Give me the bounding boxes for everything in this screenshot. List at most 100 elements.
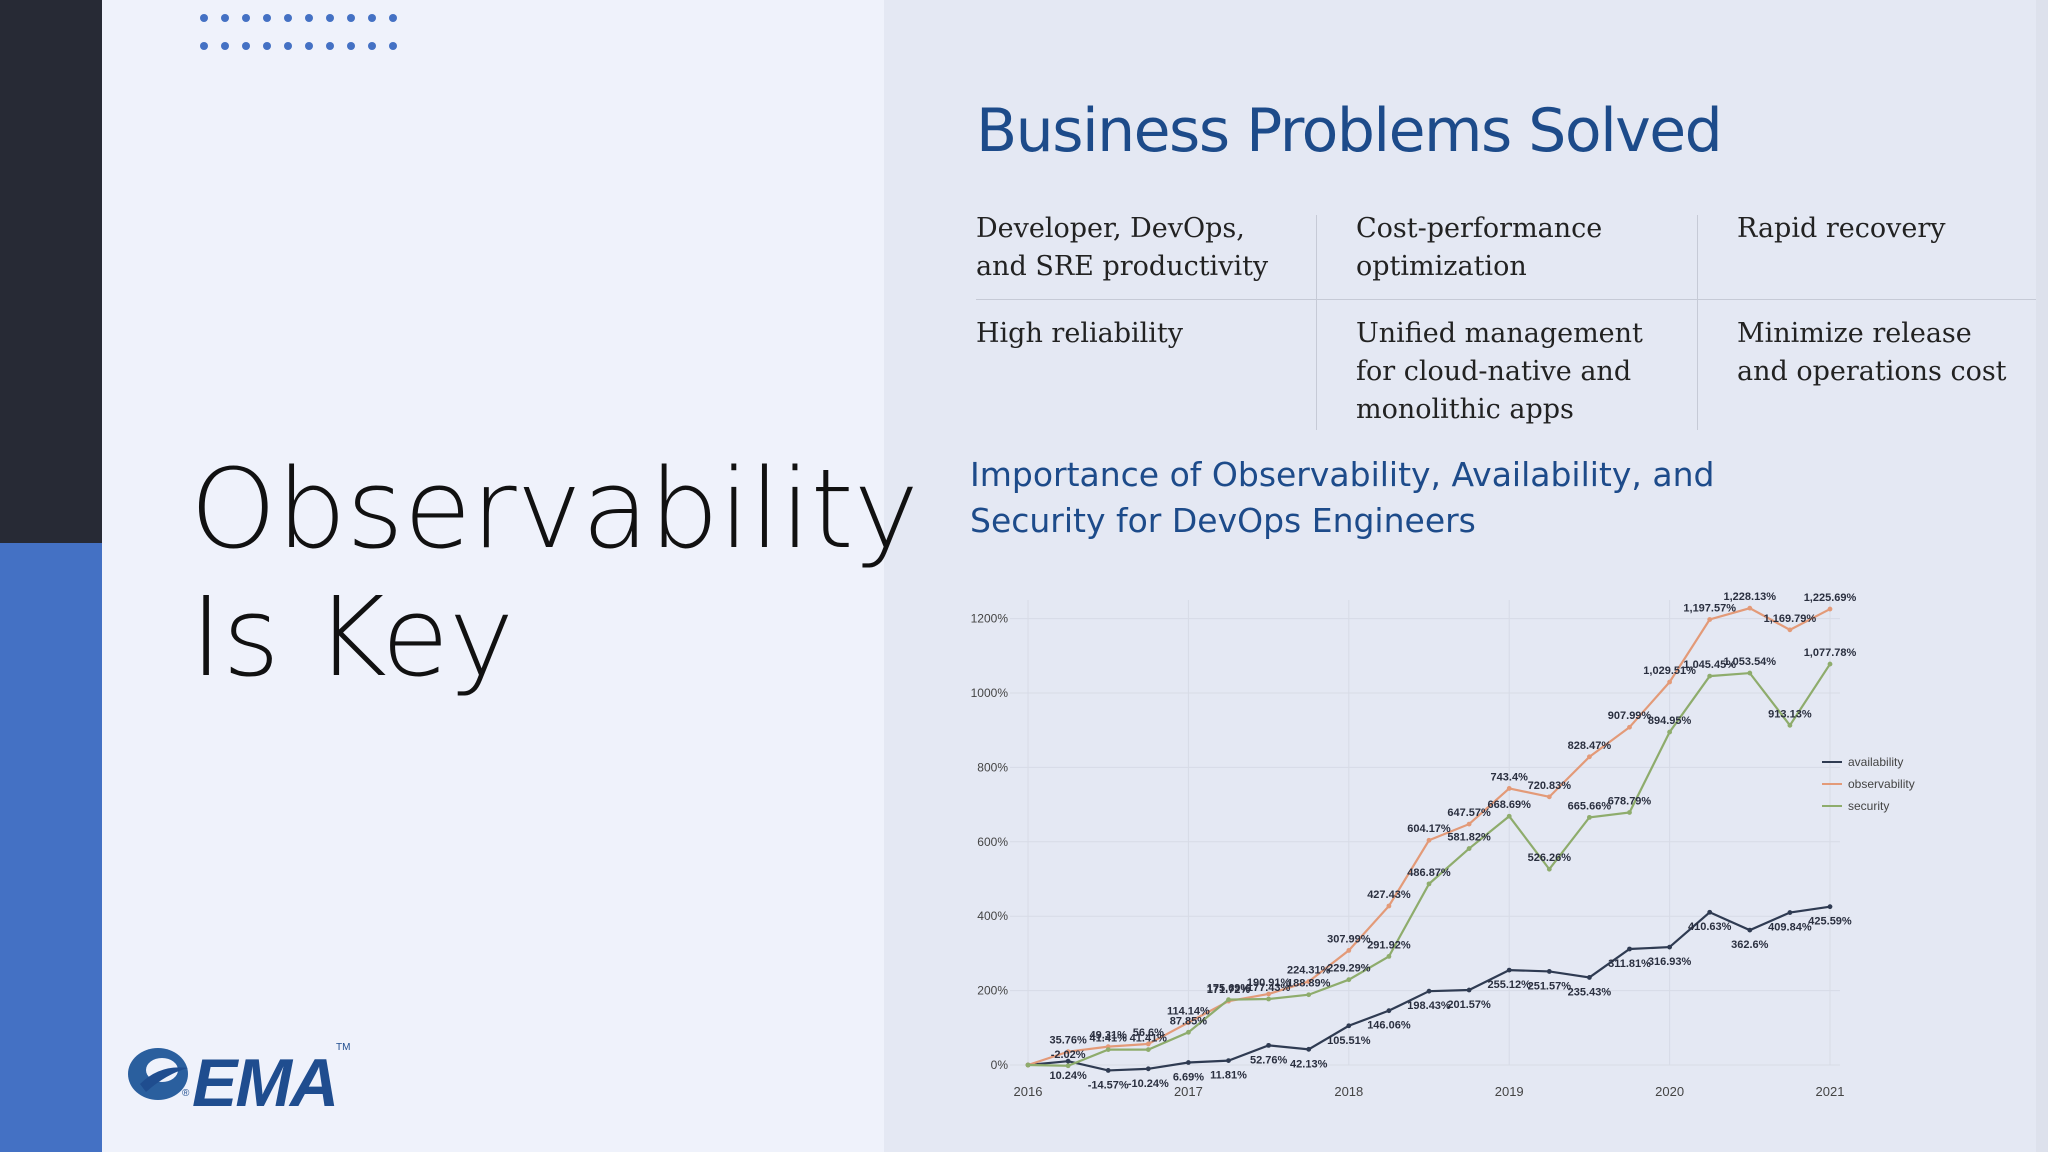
legend-label-security: security: [1848, 799, 1889, 813]
data-label-security: 87.85%: [1170, 1015, 1208, 1027]
data-point-security: [1787, 722, 1793, 728]
problem-text: Cost-performance: [1356, 213, 1603, 244]
data-label-observability: 828.47%: [1568, 740, 1612, 752]
problem-text: and SRE productivity: [976, 251, 1269, 282]
data-point-availability: [1426, 988, 1432, 994]
data-label-security: 1,053.54%: [1723, 656, 1776, 668]
y-tick-label: 1000%: [971, 686, 1009, 700]
data-label-security: 678.79%: [1608, 795, 1652, 807]
data-label-availability: 11.81%: [1210, 1070, 1247, 1082]
data-point-security: [1827, 661, 1833, 667]
data-label-security: -2.02%: [1051, 1049, 1086, 1061]
problem-cell: Cost-performance optimization: [1356, 210, 1602, 286]
problem-cell: Developer, DevOps, and SRE productivity: [976, 210, 1268, 286]
legend-label-observability: observability: [1848, 777, 1915, 791]
data-point-observability: [1667, 679, 1673, 685]
right-panel: [884, 0, 2048, 1152]
data-label-availability: 42.13%: [1290, 1058, 1328, 1070]
ema-logo: ® EMA TM: [126, 1040, 356, 1121]
data-point-security: [1226, 997, 1231, 1003]
data-point-security: [1145, 1047, 1151, 1052]
data-label-observability: 720.83%: [1528, 780, 1572, 792]
data-point-security: [1747, 670, 1753, 676]
data-label-security: 175.69%: [1207, 983, 1251, 995]
data-point-security: [1546, 866, 1552, 872]
data-label-security: 665.66%: [1568, 800, 1612, 812]
y-tick-label: 1200%: [971, 612, 1009, 626]
y-tick-label: 400%: [977, 909, 1008, 923]
data-label-observability: 647.57%: [1447, 807, 1491, 819]
data-label-availability: 52.76%: [1250, 1054, 1288, 1066]
data-label-observability: 1,225.69%: [1804, 592, 1857, 604]
problem-text: for cloud-native and: [1356, 356, 1632, 387]
business-problems-heading: Business Problems Solved: [976, 96, 1723, 166]
problem-text: monolithic apps: [1356, 394, 1574, 425]
x-tick-label: 2017: [1174, 1084, 1203, 1099]
data-point-security: [1306, 992, 1312, 998]
left-panel: [102, 0, 884, 1152]
data-label-security: 41.41%: [1130, 1033, 1168, 1045]
data-point-observability: [1346, 948, 1352, 953]
data-label-security: 581.82%: [1447, 832, 1491, 844]
data-label-availability: 255.12%: [1487, 979, 1531, 991]
data-label-observability: 1,169.79%: [1764, 613, 1817, 625]
data-point-observability: [1546, 794, 1552, 800]
data-point-availability: [1587, 975, 1592, 980]
data-point-availability: [1065, 1058, 1071, 1064]
data-label-security: 1,045.45%: [1683, 659, 1736, 671]
title-line-2: Is Key: [190, 573, 515, 701]
ema-logo-swoosh-icon: [128, 1048, 188, 1100]
data-point-security: [1065, 1063, 1071, 1069]
data-label-observability: 56.6%: [1133, 1027, 1164, 1039]
data-point-security: [1105, 1047, 1111, 1052]
data-point-security: [1466, 846, 1472, 851]
data-point-observability: [1827, 606, 1833, 612]
data-label-availability: 201.57%: [1447, 999, 1491, 1011]
slide-main-title: Observability Is Key: [190, 445, 919, 701]
data-point-observability: [1186, 1020, 1191, 1025]
data-label-availability: 425.59%: [1808, 916, 1852, 928]
x-tick-label: 2018: [1334, 1084, 1363, 1099]
data-point-observability: [1787, 627, 1793, 633]
data-label-security: 668.69%: [1487, 799, 1531, 811]
data-label-availability: 198.43%: [1407, 1000, 1451, 1012]
chart-heading-line-1: Importance of Observability, Availabilit…: [970, 455, 1715, 494]
data-point-availability: [1386, 1008, 1392, 1014]
x-tick-label: 2020: [1655, 1084, 1684, 1099]
problem-cell: High reliability: [976, 315, 1183, 353]
data-label-observability: 1,029.51%: [1643, 665, 1696, 677]
data-point-security: [1627, 810, 1632, 815]
logo-registered-mark: ®: [182, 1088, 190, 1099]
problem-text: and operations cost: [1737, 356, 2007, 387]
dark-accent-bar: [0, 0, 102, 543]
y-tick-label: 200%: [977, 984, 1008, 998]
data-point-security: [1386, 954, 1392, 959]
data-label-security: 41.41%: [1090, 1033, 1128, 1045]
data-label-security: 229.29%: [1327, 963, 1371, 975]
data-point-observability: [1145, 1041, 1151, 1047]
chart-heading: Importance of Observability, Availabilit…: [970, 452, 1714, 544]
data-label-security: 486.87%: [1407, 867, 1451, 879]
data-label-availability: 362.6%: [1731, 939, 1769, 951]
data-point-security: [1025, 1062, 1031, 1068]
data-point-security: [1587, 814, 1592, 820]
data-label-availability: 410.63%: [1688, 921, 1732, 933]
data-point-security: [1346, 977, 1352, 983]
data-label-observability: 190.91%: [1247, 977, 1291, 989]
data-point-observability: [1747, 605, 1753, 611]
data-label-observability: 743.4%: [1491, 771, 1529, 783]
y-tick-label: 600%: [977, 835, 1008, 849]
title-line-1: Observability: [190, 445, 919, 573]
grid-divider: [1697, 215, 1698, 430]
problem-cell: Unified management for cloud-native and …: [1356, 315, 1643, 429]
x-tick-label: 2021: [1816, 1084, 1845, 1099]
data-label-availability: 311.81%: [1608, 958, 1651, 970]
data-label-security: 1,077.78%: [1804, 647, 1857, 659]
data-point-availability: [1346, 1023, 1352, 1029]
data-label-security: 177.43%: [1247, 982, 1291, 994]
data-point-availability: [1627, 946, 1632, 952]
data-label-observability: 224.31%: [1287, 965, 1331, 977]
grid-divider: [1316, 215, 1317, 430]
data-label-observability: 604.17%: [1407, 823, 1451, 835]
